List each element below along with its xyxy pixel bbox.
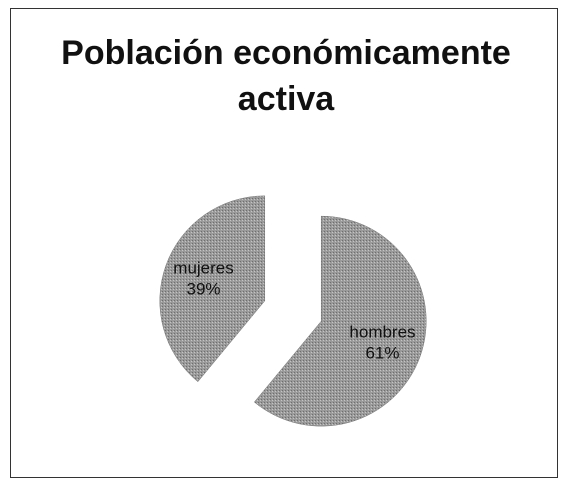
slice-value-label: 39% <box>187 279 221 298</box>
chart-frame <box>10 8 558 478</box>
slice-category-label: mujeres <box>173 258 233 277</box>
chart-title: Población económicamente activa <box>61 34 511 118</box>
pie-slice <box>253 215 427 427</box>
pie-slice <box>159 195 266 383</box>
slice-value-label: 61% <box>365 344 399 363</box>
slice-category-label: hombres <box>349 323 415 342</box>
